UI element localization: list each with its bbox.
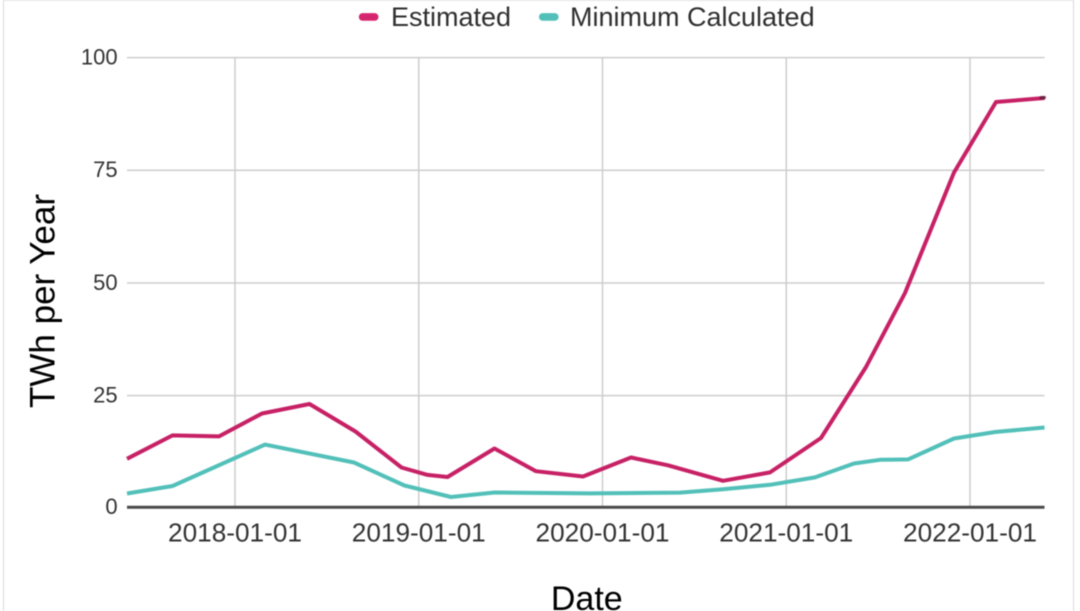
- svg-text:Date: Date: [551, 580, 623, 611]
- svg-text:2018-01-01: 2018-01-01: [168, 517, 302, 547]
- svg-text:2020-01-01: 2020-01-01: [536, 517, 670, 547]
- svg-text:2022-01-01: 2022-01-01: [903, 517, 1037, 547]
- svg-text:TWh per Year: TWh per Year: [24, 194, 63, 408]
- svg-text:0: 0: [105, 494, 117, 519]
- svg-text:100: 100: [81, 45, 118, 70]
- svg-text:Estimated: Estimated: [391, 2, 511, 32]
- svg-text:25: 25: [93, 383, 117, 408]
- svg-text:50: 50: [93, 270, 117, 295]
- svg-text:2021-01-01: 2021-01-01: [719, 517, 853, 547]
- svg-text:Minimum Calculated: Minimum Calculated: [570, 2, 815, 32]
- svg-text:2019-01-01: 2019-01-01: [352, 517, 486, 547]
- svg-text:75: 75: [93, 157, 117, 182]
